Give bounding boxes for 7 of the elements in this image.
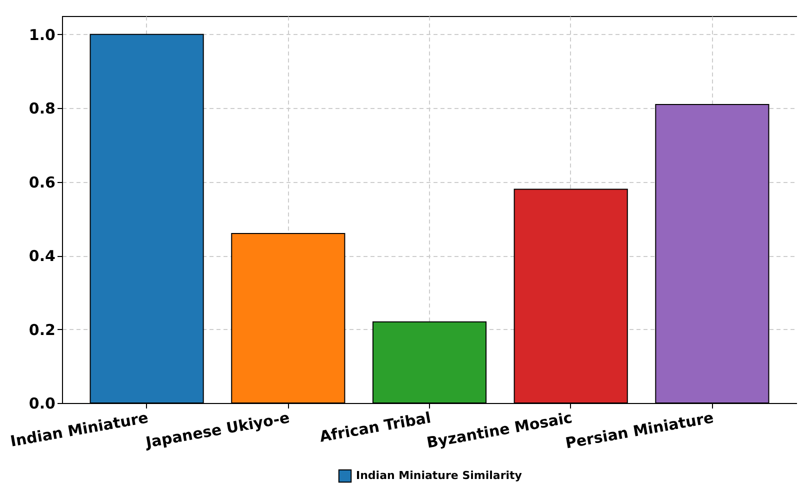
y-tick-label: 0.0 xyxy=(28,394,56,412)
y-tick-label: 0.4 xyxy=(28,247,56,266)
y-tick-label: 1.0 xyxy=(28,26,56,44)
y-tick-label: 0.2 xyxy=(28,320,56,339)
y-tick-label: 0.8 xyxy=(28,100,56,118)
y-tick-label: 0.6 xyxy=(28,173,56,192)
legend-label: Indian Miniature Similarity xyxy=(356,469,522,482)
